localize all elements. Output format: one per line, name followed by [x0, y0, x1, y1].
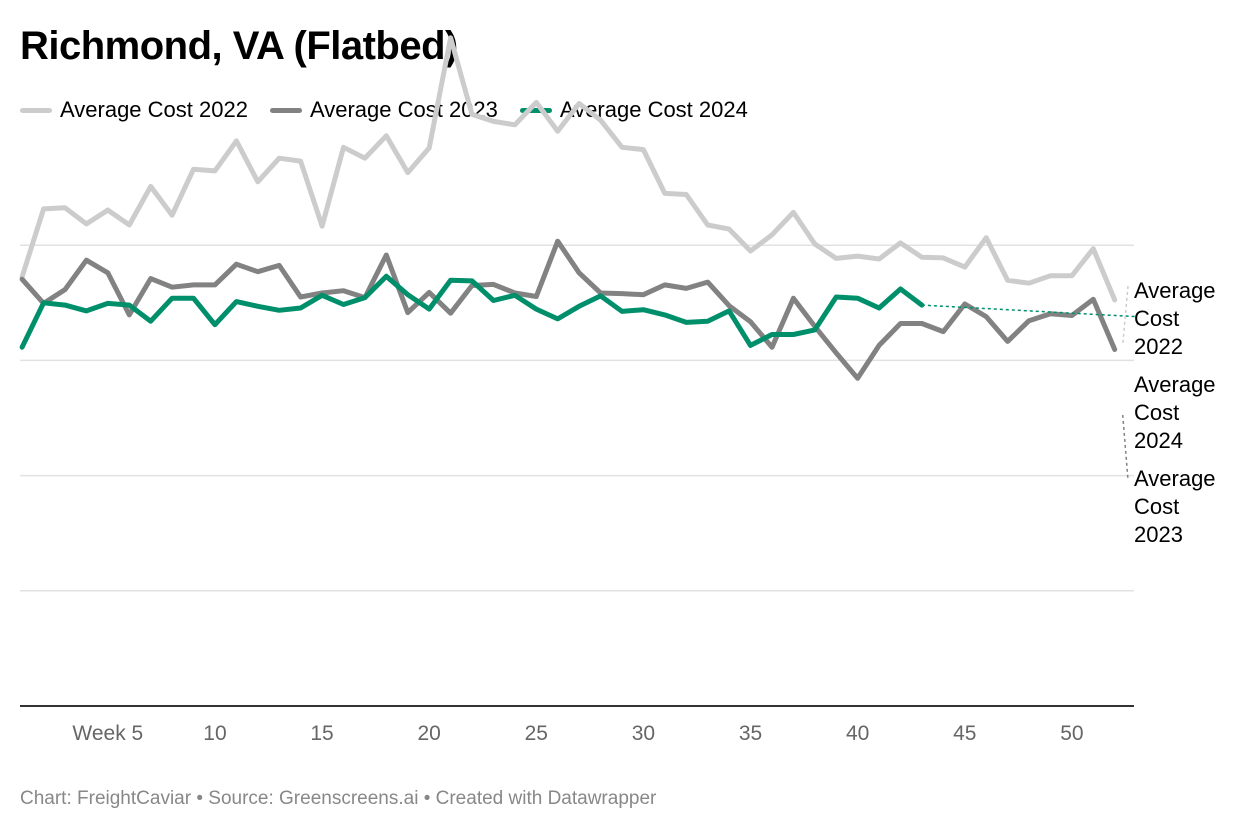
end-label-2023-line-2: Cost [1134, 494, 1179, 519]
x-tick-label-10: 10 [203, 722, 226, 745]
legend-item-2024: Average Cost 2024 [519, 97, 748, 123]
legend-label-2024: Average Cost 2024 [559, 97, 748, 122]
legend-swatch-2024 [519, 107, 552, 113]
x-tick-label-35: 35 [739, 722, 762, 745]
end-label-2022-line-3: 2022 [1134, 334, 1183, 359]
x-tick-label-30: 30 [632, 722, 655, 745]
x-tick-label-40: 40 [846, 722, 869, 745]
legend-swatch-2023 [269, 107, 302, 113]
series-line-2023 [19, 238, 1118, 381]
x-tick-label-45: 45 [953, 722, 976, 745]
series-line-2022 [19, 35, 1118, 303]
legend-label-2022: Average Cost 2022 [60, 97, 248, 122]
x-tick-label-5: Week 5 [72, 722, 143, 745]
legend-item-2022: Average Cost 2022 [20, 97, 248, 123]
end-label-2024-line-1: Average [1134, 372, 1216, 397]
end-label-2022-line-2: Cost [1134, 306, 1179, 331]
x-tick-label-15: 15 [310, 722, 333, 745]
chart-title: Richmond, VA (Flatbed) [20, 24, 458, 68]
x-tick-label-20: 20 [418, 722, 441, 745]
legend-swatch-2022 [20, 107, 52, 113]
end-label-leader-2023 [1121, 414, 1129, 481]
end-label-2023-line-3: 2023 [1134, 522, 1183, 547]
end-label-leader-2022 [1121, 285, 1129, 346]
end-label-2024-line-3: 2024 [1134, 428, 1183, 453]
x-tick-label-50: 50 [1060, 722, 1083, 745]
legend: Average Cost 2022 Average Cost 2023 Aver… [20, 94, 770, 126]
x-tick-label-25: 25 [525, 722, 548, 745]
end-label-2022-line-1: Average [1134, 278, 1216, 303]
chart-footer: Chart: FreightCaviar • Source: Greenscre… [20, 788, 657, 809]
end-label-2024-line-2: Cost [1134, 400, 1179, 425]
end-label-2023-line-1: Average [1134, 466, 1216, 491]
series-line-2024 [19, 273, 925, 350]
